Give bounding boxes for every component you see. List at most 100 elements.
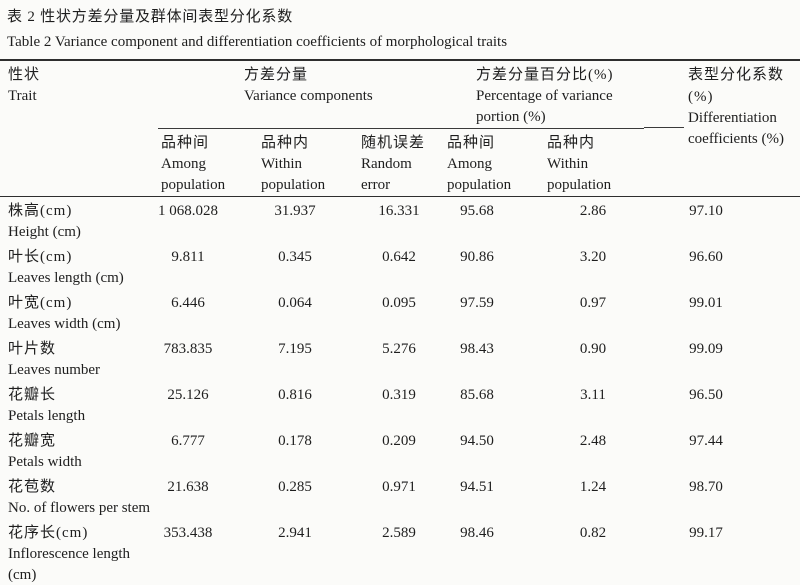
header-group-row: 性状 Trait 方差分量 Variance components 方差分量百分… xyxy=(0,60,800,197)
trait-name-zh: 花苞数 xyxy=(8,479,57,495)
value-diff-coeff: 99.17 xyxy=(689,525,723,541)
trait-cell: 花苞数 No. of flowers per stem xyxy=(0,473,158,519)
table-caption-en: Table 2 Variance component and different… xyxy=(7,34,508,50)
value-within-vc: 0.285 xyxy=(278,479,312,495)
value-random-error: 16.331 xyxy=(378,203,420,219)
value-diff-coeff: 99.01 xyxy=(689,295,723,311)
header-among-pct-zh: 品种间 xyxy=(447,135,496,151)
value-among-vc: 25.126 xyxy=(167,387,209,403)
table-row: 叶片数 Leaves number 783.835 7.195 5.276 98… xyxy=(0,335,800,381)
trait-cell: 花序长(cm) Inflorescence length (cm) xyxy=(0,519,158,585)
value-among-vc: 1 068.028 xyxy=(158,203,218,219)
trait-cell: 叶片数 Leaves number xyxy=(0,335,158,381)
header-diff-coeff-zh: 表型分化系数(%) xyxy=(688,67,785,105)
header-trait-en: Trait xyxy=(8,88,37,104)
value-among-pct: 94.51 xyxy=(460,479,494,495)
header-sub-row: 品种间 Among population 品种内 Within populati… xyxy=(0,128,800,197)
header-among-vc-zh: 品种间 xyxy=(161,135,210,151)
value-random-error: 2.589 xyxy=(382,525,416,541)
header-group-variance-en: Variance components xyxy=(244,88,373,104)
value-within-vc: 0.064 xyxy=(278,295,312,311)
header-trait: 性状 Trait xyxy=(0,60,158,197)
value-among-pct: 95.68 xyxy=(460,203,494,219)
trait-name-en: Leaves number xyxy=(8,362,101,378)
value-diff-coeff: 96.50 xyxy=(689,387,723,403)
variance-table: 性状 Trait 方差分量 Variance components 方差分量百分… xyxy=(0,59,800,585)
header-within-vc-zh: 品种内 xyxy=(261,135,310,151)
value-among-pct: 98.43 xyxy=(460,341,494,357)
table-header: 性状 Trait 方差分量 Variance components 方差分量百分… xyxy=(0,60,800,197)
trait-name-zh: 株高(cm) xyxy=(8,203,73,219)
value-among-vc: 6.777 xyxy=(171,433,205,449)
header-trait-zh: 性状 xyxy=(8,67,41,83)
value-within-pct: 2.86 xyxy=(579,203,607,219)
table-caption-zh: 表 2 性状方差分量及群体间表型分化系数 xyxy=(7,9,294,25)
trait-name-zh: 叶宽(cm) xyxy=(8,295,73,311)
header-random-error-en: Random error xyxy=(361,156,412,193)
value-within-pct: 0.97 xyxy=(579,295,607,311)
header-diff-coeff: 表型分化系数(%) Differentiation coefficients (… xyxy=(644,60,800,197)
value-diff-coeff: 99.09 xyxy=(689,341,723,357)
trait-name-en: No. of flowers per stem xyxy=(8,500,151,516)
value-diff-coeff: 97.44 xyxy=(689,433,723,449)
value-among-pct: 94.50 xyxy=(460,433,494,449)
value-diff-coeff: 97.10 xyxy=(689,203,723,219)
value-among-pct: 90.86 xyxy=(460,249,494,265)
value-random-error: 0.971 xyxy=(382,479,416,495)
table-row: 花瓣长 Petals length 25.126 0.816 0.319 85.… xyxy=(0,381,800,427)
value-within-vc: 31.937 xyxy=(274,203,316,219)
table-row: 株高(cm) Height (cm) 1 068.028 31.937 16.3… xyxy=(0,197,800,244)
header-within-vc-en: Within population xyxy=(261,156,326,193)
trait-name-en: Inflorescence length (cm) xyxy=(8,546,131,583)
trait-name-zh: 花瓣宽 xyxy=(8,433,57,449)
header-group-percentage: 方差分量百分比(%) Percentage of variance portio… xyxy=(444,60,685,129)
value-within-vc: 2.941 xyxy=(278,525,312,541)
value-within-pct: 1.24 xyxy=(579,479,607,495)
header-diff-coeff-en1: Differentiation xyxy=(688,110,777,126)
trait-name-en: Height (cm) xyxy=(8,224,81,240)
value-among-vc: 6.446 xyxy=(171,295,205,311)
table-row: 花序长(cm) Inflorescence length (cm) 353.43… xyxy=(0,519,800,585)
value-among-vc: 353.438 xyxy=(163,525,213,541)
trait-cell: 叶宽(cm) Leaves width (cm) xyxy=(0,289,158,335)
header-within-pct-zh: 品种内 xyxy=(547,135,596,151)
value-among-vc: 9.811 xyxy=(171,249,205,265)
table-row: 花瓣宽 Petals width 6.777 0.178 0.209 94.50… xyxy=(0,427,800,473)
value-within-pct: 0.90 xyxy=(579,341,607,357)
value-within-pct: 3.20 xyxy=(579,249,607,265)
value-within-pct: 3.11 xyxy=(580,387,606,403)
trait-cell: 叶长(cm) Leaves length (cm) xyxy=(0,243,158,289)
trait-name-en: Petals length xyxy=(8,408,86,424)
value-within-pct: 0.82 xyxy=(579,525,607,541)
trait-name-zh: 叶片数 xyxy=(8,341,57,357)
value-among-pct: 97.59 xyxy=(460,295,494,311)
header-among-pct-en: Among population xyxy=(447,156,512,193)
value-within-vc: 7.195 xyxy=(278,341,312,357)
trait-cell: 花瓣长 Petals length xyxy=(0,381,158,427)
value-random-error: 0.209 xyxy=(382,433,416,449)
value-within-vc: 0.345 xyxy=(278,249,312,265)
value-diff-coeff: 98.70 xyxy=(689,479,723,495)
table-body: 株高(cm) Height (cm) 1 068.028 31.937 16.3… xyxy=(0,197,800,585)
header-diff-coeff-en2: coefficients (%) xyxy=(688,131,784,147)
value-random-error: 5.276 xyxy=(382,341,416,357)
value-random-error: 0.319 xyxy=(382,387,416,403)
value-random-error: 0.642 xyxy=(382,249,416,265)
value-within-pct: 2.48 xyxy=(579,433,607,449)
trait-name-zh: 花瓣长 xyxy=(8,387,57,403)
trait-name-zh: 叶长(cm) xyxy=(8,249,73,265)
value-among-vc: 783.835 xyxy=(163,341,213,357)
value-diff-coeff: 96.60 xyxy=(689,249,723,265)
trait-cell: 株高(cm) Height (cm) xyxy=(0,197,158,244)
value-within-vc: 0.816 xyxy=(278,387,312,403)
header-group-percentage-en: Percentage of variance portion (%) xyxy=(476,88,613,125)
trait-name-zh: 花序长(cm) xyxy=(8,525,89,541)
header-within-pct: 品种内 Within population xyxy=(544,128,645,197)
value-random-error: 0.095 xyxy=(382,295,416,311)
value-within-vc: 0.178 xyxy=(278,433,312,449)
trait-name-en: Leaves length (cm) xyxy=(8,270,124,286)
header-among-pct: 品种间 Among population xyxy=(444,128,545,197)
table-row: 叶宽(cm) Leaves width (cm) 6.446 0.064 0.0… xyxy=(0,289,800,335)
trait-name-en: Leaves width (cm) xyxy=(8,316,121,332)
header-among-vc-en: Among population xyxy=(161,156,226,193)
